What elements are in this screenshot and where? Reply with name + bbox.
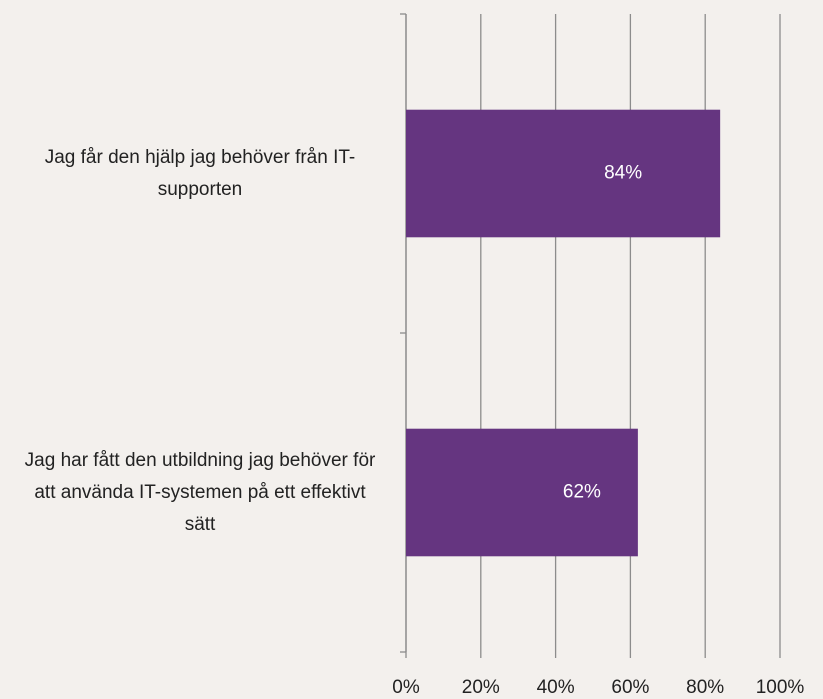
x-tick-label: 0% — [392, 677, 420, 698]
bar — [406, 428, 638, 557]
bar — [406, 109, 721, 238]
x-tick-label: 100% — [756, 677, 805, 698]
category-label: Jag har fått den utbildning jag behöver … — [24, 449, 376, 535]
x-tick-label: 20% — [462, 677, 500, 698]
x-tick-label: 80% — [686, 677, 724, 698]
x-tick-label: 40% — [537, 677, 575, 698]
value-label: 62% — [563, 482, 601, 503]
value-label: 84% — [604, 163, 642, 184]
x-tick-label: 60% — [611, 677, 649, 698]
category-label: Jag får den hjälp jag behöver från IT-su… — [44, 146, 356, 200]
